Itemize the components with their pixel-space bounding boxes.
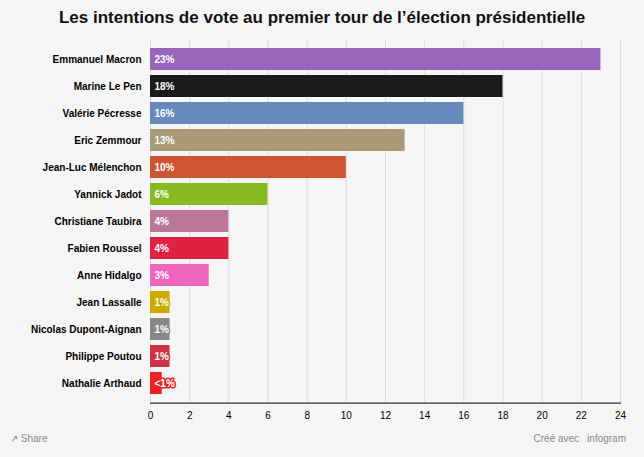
- html-text:↗ Share: ↗ Share: [10, 433, 48, 444]
- svg-text:Emmanuel Macron: Emmanuel Macron: [53, 54, 142, 65]
- svg-text:Philippe Poutou: Philippe Poutou: [65, 351, 141, 362]
- svg-text:18: 18: [497, 411, 509, 422]
- svg-text:4%: 4%: [155, 243, 170, 254]
- svg-text:Yannick Jadot: Yannick Jadot: [74, 189, 142, 200]
- svg-text:13%: 13%: [155, 135, 175, 146]
- svg-text:16: 16: [458, 411, 470, 422]
- svg-text:Anne Hidalgo: Anne Hidalgo: [77, 270, 141, 281]
- svg-text:18%: 18%: [155, 81, 175, 92]
- svg-text:24: 24: [615, 411, 627, 422]
- svg-text:1%: 1%: [155, 297, 170, 308]
- svg-text:Valérie Pécresse: Valérie Pécresse: [63, 108, 142, 119]
- svg-text:1%: 1%: [155, 324, 170, 335]
- svg-text:Fabien Roussel: Fabien Roussel: [68, 243, 142, 254]
- svg-text:6: 6: [265, 411, 271, 422]
- svg-text:3%: 3%: [155, 270, 170, 281]
- svg-text:Nathalie Arthaud: Nathalie Arthaud: [62, 378, 142, 389]
- svg-text:6%: 6%: [155, 189, 170, 200]
- svg-text:23%: 23%: [155, 54, 175, 65]
- html-text:Les intentions de vote au prem: Les intentions de vote au premier tour d…: [58, 8, 586, 27]
- svg-text:10: 10: [341, 411, 353, 422]
- svg-text:Marine Le Pen: Marine Le Pen: [74, 81, 142, 92]
- svg-text:22: 22: [576, 411, 588, 422]
- svg-text:Eric Zemmour: Eric Zemmour: [74, 135, 141, 146]
- svg-text:4: 4: [226, 411, 232, 422]
- svg-text:2: 2: [187, 411, 193, 422]
- svg-text:Jean Lassalle: Jean Lassalle: [76, 297, 141, 308]
- svg-text:14: 14: [419, 411, 431, 422]
- svg-text:4%: 4%: [155, 216, 170, 227]
- svg-text:Jean-Luc Mélenchon: Jean-Luc Mélenchon: [43, 162, 142, 173]
- html-text:Créé avec: Créé avec: [533, 433, 580, 444]
- html-text:infogram: infogram: [587, 433, 626, 444]
- svg-text:12: 12: [380, 411, 392, 422]
- svg-text:1%: 1%: [155, 351, 170, 362]
- svg-text:8: 8: [304, 411, 310, 422]
- svg-text:10%: 10%: [155, 162, 175, 173]
- svg-text:Christiane Taubira: Christiane Taubira: [54, 216, 141, 227]
- svg-text:Nicolas Dupont-Aignan: Nicolas Dupont-Aignan: [31, 324, 142, 335]
- svg-text:<1%: <1%: [155, 378, 175, 389]
- svg-text:20: 20: [537, 411, 549, 422]
- svg-text:0: 0: [148, 411, 154, 422]
- svg-text:16%: 16%: [155, 108, 175, 119]
